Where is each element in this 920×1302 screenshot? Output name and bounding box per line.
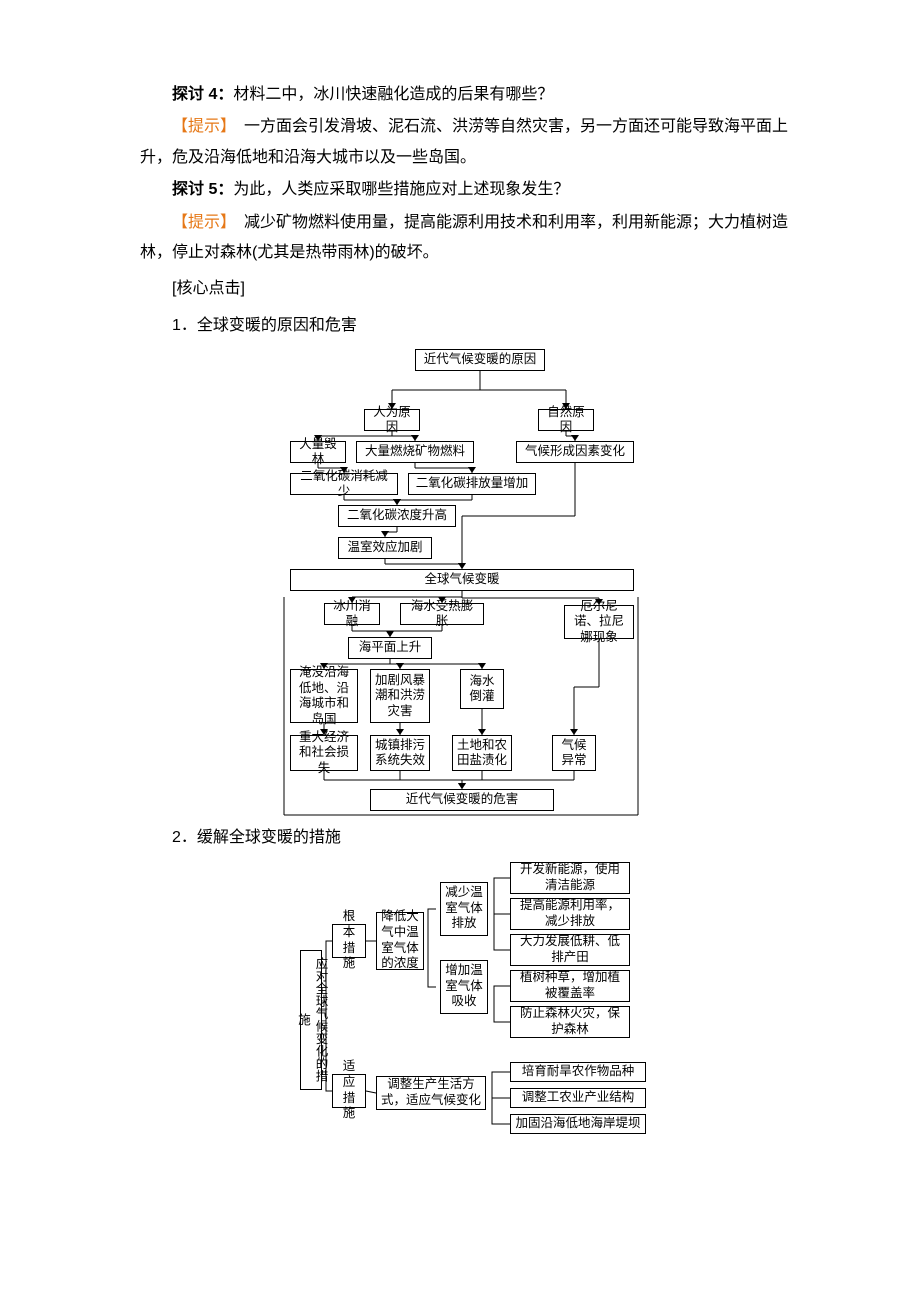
flowchart-measures: 应对全球气候变化的措施根本措施适应措施 降低大气中温室气体的浓度调整生产生活方式，… bbox=[280, 862, 720, 1152]
c1-natelem: 气候形成因素变化 bbox=[516, 441, 634, 463]
hint-4: 【提示】 一方面会引发滑坡、泥石流、洪涝等自然灾害，另一方面还可能导致海平面上升… bbox=[140, 112, 820, 173]
question-5: 探讨 5：为此，人类应采取哪些措施应对上述现象发生？ bbox=[140, 175, 820, 205]
c1-econ: 重大经济和社会损失 bbox=[290, 735, 358, 771]
c1-climabn: 气候异常 bbox=[552, 735, 596, 771]
c1-top: 近代气候变暖的原因 bbox=[415, 349, 545, 371]
c1-co2less: 二氧化碳消耗减少 bbox=[290, 473, 398, 495]
c1-warming: 全球气候变暖 bbox=[290, 569, 634, 591]
q4-text: 材料二中，冰川快速融化造成的后果有哪些？ bbox=[233, 86, 553, 103]
c1-sealevel: 海平面上升 bbox=[348, 637, 432, 659]
heading-2: 2．缓解全球变暖的措施 bbox=[140, 823, 820, 853]
flowchart-warming: 近代气候变暖的原因人为原因 自然原因大量毁林大量燃烧矿物燃料 气候形成因素变化二氧化… bbox=[260, 349, 700, 819]
q5-text: 为此，人类应采取哪些措施应对上述现象发生？ bbox=[233, 181, 569, 198]
c2-leaf-7: 加固沿海低地海岸堤坝 bbox=[510, 1114, 646, 1134]
q5-label: 探讨 5： bbox=[172, 181, 233, 198]
c2-b2: 适应措施 bbox=[332, 1074, 366, 1108]
c2-leaf-4: 防止森林火灾，保护森林 bbox=[510, 1006, 630, 1038]
c2-b1a: 降低大气中温室气体的浓度 bbox=[376, 912, 424, 970]
c1-ice: 冰川消融 bbox=[324, 603, 380, 625]
c1-co2up: 二氧化碳浓度升高 bbox=[338, 505, 456, 527]
c2-leaf-0: 开发新能源，使用清洁能源 bbox=[510, 862, 630, 894]
hint4-text: 一方面会引发滑坡、泥石流、洪涝等自然灾害，另一方面还可能导致海平面上升，危及沿海… bbox=[140, 118, 788, 165]
c2-leaf-6: 调整工农业产业结构 bbox=[510, 1088, 646, 1108]
heading-1: 1．全球变暖的原因和危害 bbox=[140, 311, 820, 341]
core-label: [核心点击] bbox=[140, 274, 820, 304]
c1-storm: 加剧风暴潮和洪涝灾害 bbox=[370, 669, 430, 723]
c1-bottom: 近代气候变暖的危害 bbox=[370, 789, 554, 811]
c2-r1: 减少温室气体排放 bbox=[440, 882, 488, 936]
c1-sewage: 城镇排污系统失效 bbox=[370, 735, 430, 771]
question-4: 探讨 4：材料二中，冰川快速融化造成的后果有哪些？ bbox=[140, 80, 820, 110]
c2-leaf-5: 培育耐旱农作物品种 bbox=[510, 1062, 646, 1082]
q4-label: 探讨 4： bbox=[172, 86, 233, 103]
c1-natural: 自然原因 bbox=[538, 409, 594, 431]
c1-greenhouse: 温室效应加剧 bbox=[338, 537, 432, 559]
c1-seaexp: 海水受热膨胀 bbox=[400, 603, 484, 625]
c1-damulin: 大量毁林 bbox=[290, 441, 346, 463]
c1-human: 人为原因 bbox=[364, 409, 420, 431]
c1-saline: 土地和农田盐渍化 bbox=[452, 735, 512, 771]
c1-elnino: 厄尔尼诺、拉尼娜现象 bbox=[564, 605, 634, 639]
c2-root: 应对全球气候变化的措施 bbox=[300, 950, 322, 1090]
c1-back: 海水倒灌 bbox=[460, 669, 504, 709]
c1-co2more: 二氧化碳排放量增加 bbox=[408, 473, 536, 495]
hint5-text: 减少矿物燃料使用量，提高能源利用技术和利用率，利用新能源；大力植树造林，停止对森… bbox=[140, 214, 788, 261]
c2-r2: 增加温室气体吸收 bbox=[440, 960, 488, 1014]
hint4-label: 【提示】 bbox=[172, 118, 228, 135]
c2-leaf-3: 植树种草，增加植被覆盖率 bbox=[510, 970, 630, 1002]
c1-burn: 大量燃烧矿物燃料 bbox=[356, 441, 474, 463]
hint5-label: 【提示】 bbox=[172, 214, 228, 231]
c2-leaf-2: 大力发展低耕、低排产田 bbox=[510, 934, 630, 966]
c1-drown: 淹没沿海低地、沿海城市和岛国 bbox=[290, 669, 358, 723]
c2-leaf-1: 提高能源利用率，减少排放 bbox=[510, 898, 630, 930]
c2-b2a: 调整生产生活方式，适应气候变化 bbox=[376, 1076, 486, 1110]
hint-5: 【提示】 减少矿物燃料使用量，提高能源利用技术和利用率，利用新能源；大力植树造林… bbox=[140, 208, 820, 269]
c2-b1: 根本措施 bbox=[332, 924, 366, 958]
